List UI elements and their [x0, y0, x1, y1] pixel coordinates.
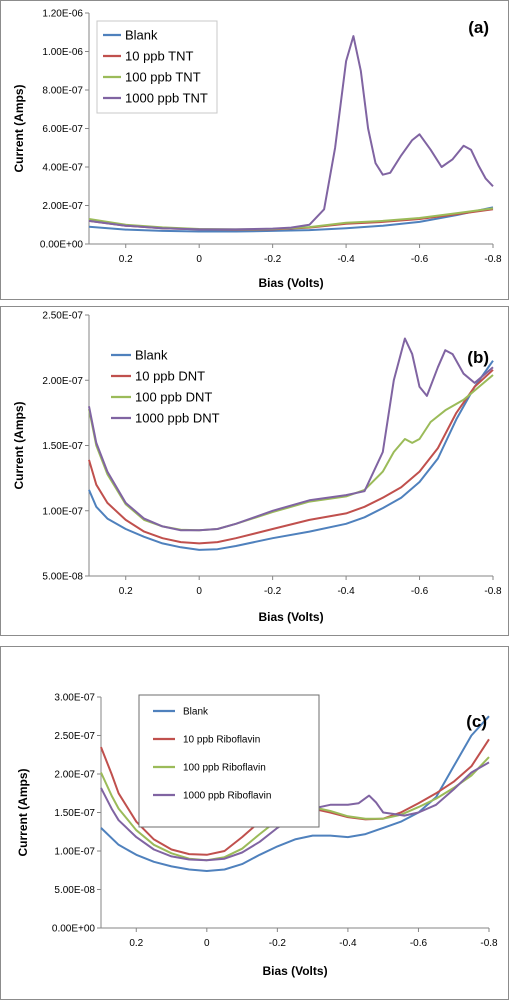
legend-label: Blank — [125, 28, 158, 43]
chart-a-svg: 0.00E+00 2.00E-07 4.00E-07 6.00E-07 8.00E-07… — [12, 9, 502, 291]
x-tick-label: -0.6 — [411, 254, 429, 265]
chart-panel-a: 0.00E+00 2.00E-07 4.00E-07 6.00E-07 8.00E-07… — [0, 0, 509, 300]
x-tick-label: 0.2 — [119, 586, 133, 597]
chart-b-svg: 5.00E-08 1.00E-07 1.50E-07 2.00E-07 2.50E-07… — [12, 311, 502, 625]
y-axis-title: Current (Amps) — [12, 84, 26, 172]
y-tick-label: 2.50E-07 — [54, 731, 95, 742]
x-tick-label: -0.2 — [264, 586, 282, 597]
legend-label: 100 ppb Riboflavin — [183, 763, 266, 774]
legend-label: 100 ppb TNT — [125, 70, 201, 85]
legend-label: Blank — [183, 707, 209, 718]
panel-label: (a) — [468, 18, 489, 37]
legend-label: 1000 ppb DNT — [135, 411, 220, 426]
y-axis-title: Current (Amps) — [12, 401, 26, 489]
legend-label: 10 ppb Riboflavin — [183, 735, 260, 746]
x-tick-label: -0.6 — [410, 938, 428, 949]
legend: Blank 10 ppb TNT 100 ppb TNT 1000 ppb TNT — [96, 20, 218, 114]
panel-label: (b) — [467, 348, 489, 367]
y-tick-label: 0.00E+00 — [40, 240, 84, 251]
y-tick-label: 8.00E-07 — [42, 86, 83, 97]
y-tick-label: 0.00E+00 — [52, 924, 96, 935]
y-axis-title: Current (Amps) — [16, 768, 30, 856]
legend-label: 10 ppb TNT — [125, 49, 193, 64]
x-axis-title: Bias (Volts) — [258, 610, 323, 624]
x-tick-label: -0.6 — [411, 586, 429, 597]
legend-label: 10 ppb DNT — [135, 369, 205, 384]
x-tick-label: -0.2 — [264, 254, 282, 265]
x-axis-title: Bias (Volts) — [258, 276, 323, 290]
y-tick-label: 5.00E-08 — [54, 885, 95, 896]
y-tick-label: 2.00E-07 — [42, 201, 83, 212]
y-tick-label: 3.00E-07 — [54, 693, 95, 704]
chart-panel-b: 5.00E-08 1.00E-07 1.50E-07 2.00E-07 2.50E-07… — [0, 306, 509, 636]
x-tick-label: -0.2 — [269, 938, 287, 949]
legend: Blank 10 ppb Riboflavin 100 ppb Riboflavin… — [138, 694, 320, 828]
x-tick-label: -0.4 — [339, 938, 357, 949]
series-line-1 — [88, 206, 494, 233]
x-tick-label: -0.8 — [484, 586, 502, 597]
y-tick-label: 1.00E-07 — [42, 506, 83, 517]
x-tick-label: 0 — [204, 938, 210, 949]
y-tick-label: 1.00E-06 — [42, 47, 83, 58]
legend-label: 1000 ppb TNT — [125, 91, 208, 106]
x-tick-label: 0 — [196, 254, 202, 265]
y-tick-label: 4.00E-07 — [42, 163, 83, 174]
legend-label: 1000 ppb Riboflavin — [183, 791, 271, 802]
legend: Blank 10 ppb DNT 100 ppb DNT 1000 ppb DNT — [107, 341, 237, 433]
y-tick-label: 1.00E-07 — [54, 847, 95, 858]
y-tick-label: 2.50E-07 — [42, 311, 83, 322]
y-tick-label: 1.50E-07 — [54, 808, 95, 819]
series-line-1 — [100, 715, 490, 872]
y-tick-label: 1.50E-07 — [42, 441, 83, 452]
chart-panel-c: 0.00E+00 5.00E-08 1.00E-07 1.50E-07 2.00E-07… — [0, 646, 509, 1000]
series-line-2 — [88, 369, 494, 545]
x-tick-label: 0.2 — [119, 254, 133, 265]
x-tick-label: -0.8 — [480, 938, 498, 949]
x-tick-label: 0 — [196, 586, 202, 597]
y-tick-label: 5.00E-08 — [42, 572, 83, 583]
series-line-4 — [88, 35, 494, 231]
y-tick-label: 2.00E-07 — [54, 770, 95, 781]
x-axis-title: Bias (Volts) — [262, 964, 327, 978]
x-tick-label: -0.8 — [484, 254, 502, 265]
y-tick-label: 6.00E-07 — [42, 124, 83, 135]
y-tick-label: 1.20E-06 — [42, 9, 83, 20]
panel-label: (c) — [466, 712, 487, 731]
x-tick-label: 0.2 — [129, 938, 143, 949]
x-tick-label: -0.4 — [337, 254, 355, 265]
x-tick-label: -0.4 — [337, 586, 355, 597]
chart-c-svg: 0.00E+00 5.00E-08 1.00E-07 1.50E-07 2.00E-07… — [16, 693, 498, 979]
y-tick-label: 2.00E-07 — [42, 376, 83, 387]
series-line-4 — [88, 337, 494, 532]
legend-label: Blank — [135, 348, 168, 363]
legend-label: 100 ppb DNT — [135, 390, 212, 405]
series-line-1 — [88, 360, 494, 551]
